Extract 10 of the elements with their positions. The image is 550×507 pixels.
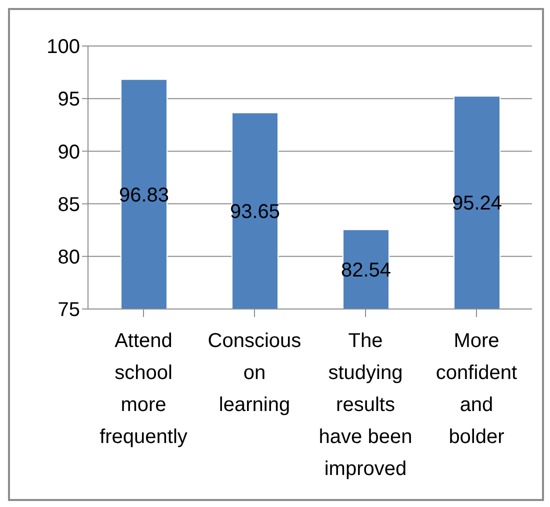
y-tick-label: 100 <box>46 36 80 58</box>
y-tick-label: 75 <box>58 299 80 322</box>
x-tick-label: Attend school more frequently <box>100 330 188 448</box>
y-tick-label: 85 <box>58 194 80 216</box>
y-tick-label: 80 <box>58 246 80 268</box>
x-tick-label: Conscious on learning <box>208 330 302 416</box>
x-tick-label: More confident and bolder <box>436 330 518 448</box>
y-tick-label: 90 <box>58 141 80 164</box>
x-tick-label: The studying results have been improved <box>318 330 412 480</box>
y-tick-label: 95 <box>58 88 80 111</box>
